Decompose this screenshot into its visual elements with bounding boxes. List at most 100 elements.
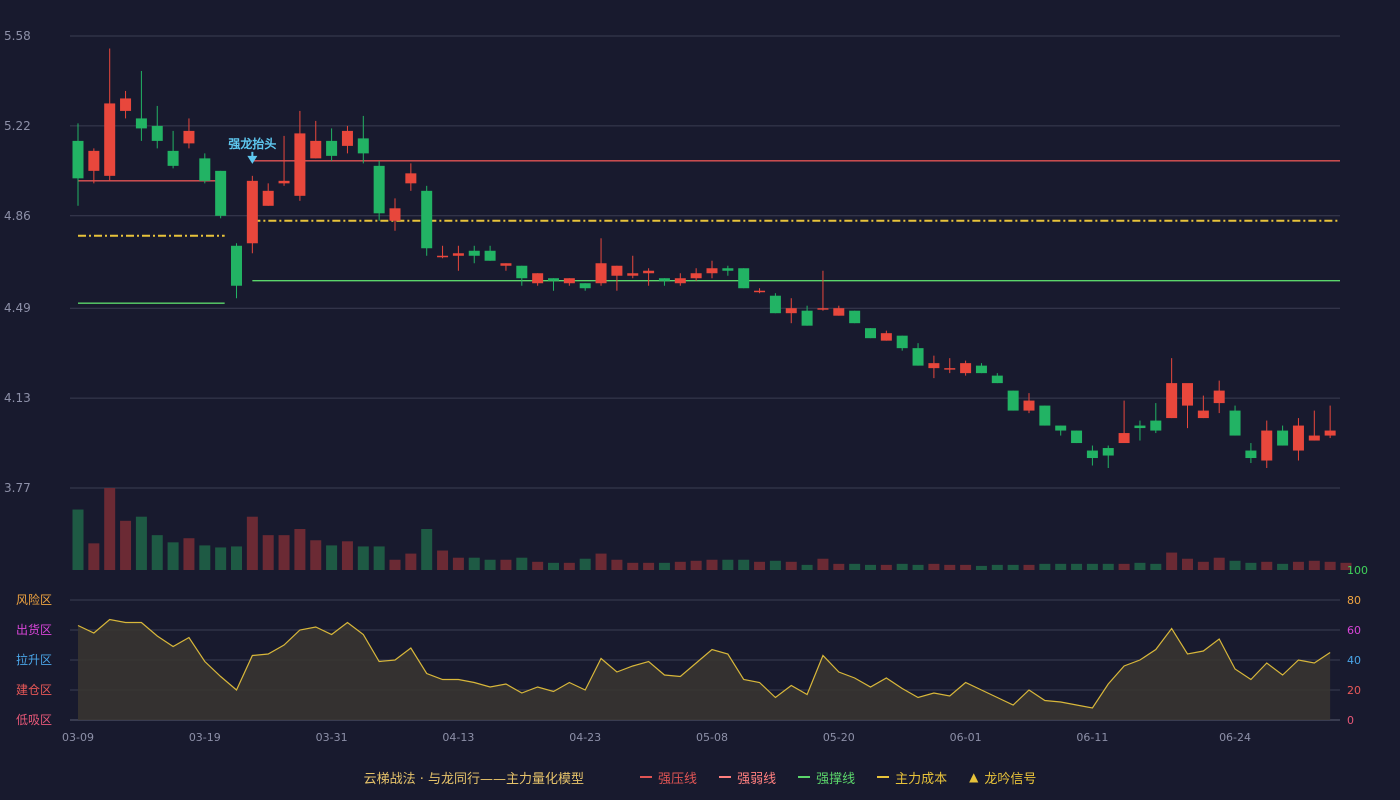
legend-item[interactable]: 强撑线	[798, 768, 855, 787]
candle-body	[167, 150, 179, 166]
volume-bar	[135, 516, 147, 570]
candle-body	[801, 310, 813, 326]
volume-bar	[690, 560, 702, 570]
osc-zone-label: 建仓区	[16, 683, 52, 697]
osc-line	[77, 618, 1331, 709]
signal-label: 强龙抬头	[228, 136, 276, 151]
candle-body	[1277, 430, 1289, 446]
candle-body	[104, 103, 116, 176]
x-tick-label: 04-23	[569, 731, 601, 744]
candle-body	[341, 130, 353, 146]
candle-body	[754, 290, 766, 293]
osc-zone-label: 低吸区	[16, 713, 52, 727]
candle-body	[1197, 410, 1209, 419]
volume-bar	[960, 564, 972, 570]
volume-bar	[1197, 561, 1209, 570]
legend-label: 强撑线	[816, 771, 856, 787]
volume-bar	[754, 561, 766, 570]
candle-body	[326, 140, 338, 156]
legend-item[interactable]: 强压线	[640, 768, 697, 787]
volume-bar	[421, 529, 433, 570]
candle-body	[278, 180, 290, 184]
volume-bar	[912, 564, 924, 570]
legend-item[interactable]: 强弱线	[719, 768, 776, 787]
candle-body	[357, 138, 369, 154]
candle-body	[135, 118, 147, 129]
volume-bar	[1261, 561, 1273, 570]
candle-body	[880, 333, 892, 341]
y-tick-label: 5.58	[4, 29, 31, 43]
x-tick-label: 03-09	[62, 731, 94, 744]
legend-item[interactable]: 主力成本	[877, 768, 947, 787]
volume-bar	[516, 557, 528, 570]
volume-bar	[1324, 561, 1336, 570]
candle-body	[738, 268, 750, 289]
osc-area	[78, 619, 1331, 720]
candle-body	[1292, 425, 1304, 451]
candle-body	[548, 278, 559, 281]
volume-bar	[341, 541, 353, 570]
volume-bar	[1277, 563, 1289, 570]
candle-body	[294, 133, 306, 196]
volume-bar	[896, 563, 908, 570]
volume-bar	[484, 559, 496, 570]
x-tick-label: 05-20	[823, 731, 855, 744]
volume-bar	[72, 509, 84, 570]
volume-bar	[833, 563, 845, 570]
volume-bar	[246, 516, 258, 570]
volume-bar	[437, 550, 449, 570]
candle-body	[1182, 383, 1193, 406]
candle-body	[785, 308, 797, 314]
candle-body	[151, 125, 163, 141]
volume-bar	[1134, 562, 1146, 570]
x-tick-label: 03-19	[189, 731, 221, 744]
candle-body	[1086, 450, 1098, 459]
candle-body	[532, 273, 544, 284]
candle-body	[928, 363, 940, 369]
candle-body	[437, 255, 449, 258]
volume-bar	[1213, 557, 1225, 570]
x-tick-label: 03-31	[316, 731, 348, 744]
candle-body	[611, 265, 623, 276]
osc-right-tick: 80	[1347, 594, 1361, 607]
signal-arrow-icon	[247, 155, 258, 164]
legend-item[interactable]: ▲ 龙吟信号	[969, 768, 1036, 787]
volume-bar	[532, 561, 544, 570]
candle-body	[1134, 425, 1146, 429]
legend-label: 主力成本	[895, 771, 948, 787]
volume-bar	[1086, 563, 1098, 570]
y-tick-label: 3.77	[4, 481, 31, 495]
candle-body	[1023, 400, 1035, 411]
volume-bar	[1292, 561, 1304, 570]
volume-bar	[865, 564, 876, 570]
candle-body	[563, 278, 575, 284]
volume-bar	[373, 546, 385, 570]
volume-bar	[643, 562, 655, 570]
volume-bar	[468, 557, 480, 570]
candle-body	[1166, 383, 1178, 419]
legend-swatch	[798, 776, 811, 778]
osc-zone-label: 拉升区	[16, 652, 52, 667]
candle-body	[468, 250, 480, 256]
volume-bar	[706, 559, 718, 570]
volume-bar	[738, 559, 750, 570]
legend-title: 云梯战法 · 与龙同行——主力量化模型	[363, 771, 585, 787]
volume-bar	[1308, 560, 1320, 570]
candle-body	[627, 273, 639, 276]
volume-bar	[674, 561, 686, 570]
candle-body	[849, 310, 861, 324]
legend-label: 强压线	[658, 771, 698, 787]
volume-bar	[1023, 564, 1035, 570]
candle-body	[1118, 433, 1130, 444]
candle-body	[975, 365, 987, 374]
candle-body	[373, 165, 385, 214]
volume-bar	[231, 546, 242, 570]
volume-bar	[389, 559, 401, 570]
volume-bar	[548, 562, 559, 570]
osc-zone-label: 风险区	[16, 592, 52, 607]
x-tick-label: 06-01	[950, 731, 982, 744]
candle-body	[1308, 435, 1320, 441]
volume-bar	[928, 563, 940, 570]
x-tick-label: 05-08	[696, 731, 728, 744]
volume-bar	[880, 564, 892, 570]
